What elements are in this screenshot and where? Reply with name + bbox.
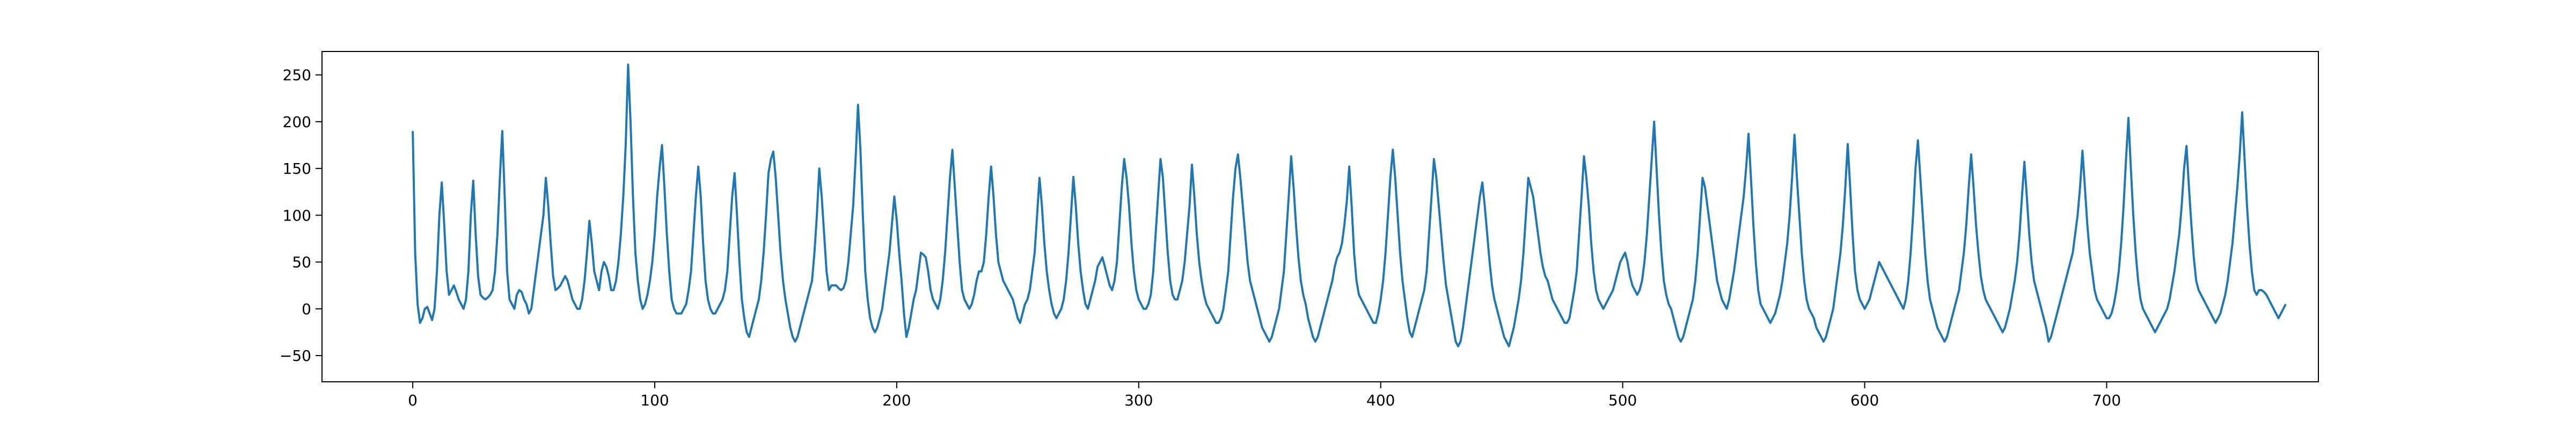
x-tick-label: 200 <box>882 391 911 409</box>
series-layer <box>412 63 2287 347</box>
y-tick-label: 200 <box>283 113 311 131</box>
x-tick-label: 400 <box>1366 391 1395 409</box>
plot-frame <box>321 51 2319 382</box>
y-tick-label: −50 <box>280 347 311 365</box>
series-line-0 <box>412 63 2287 347</box>
x-tick-label: 100 <box>640 391 669 409</box>
y-tick-label: 100 <box>283 206 311 224</box>
x-tick-label: 600 <box>1850 391 1879 409</box>
y-tick-label: 50 <box>292 254 311 271</box>
y-tick-label: 250 <box>283 66 311 84</box>
y-tick-label: 0 <box>302 300 311 318</box>
x-axis: 0 100 200 300 400 500 600 700 <box>408 382 2121 409</box>
x-tick-label: 300 <box>1124 391 1153 409</box>
x-tick-label: 500 <box>1608 391 1637 409</box>
y-tick-label: 150 <box>283 160 311 177</box>
x-tick-label: 700 <box>2092 391 2121 409</box>
y-axis: −50 0 50 100 150 200 250 <box>280 66 322 365</box>
x-tick-label: 0 <box>408 391 418 409</box>
